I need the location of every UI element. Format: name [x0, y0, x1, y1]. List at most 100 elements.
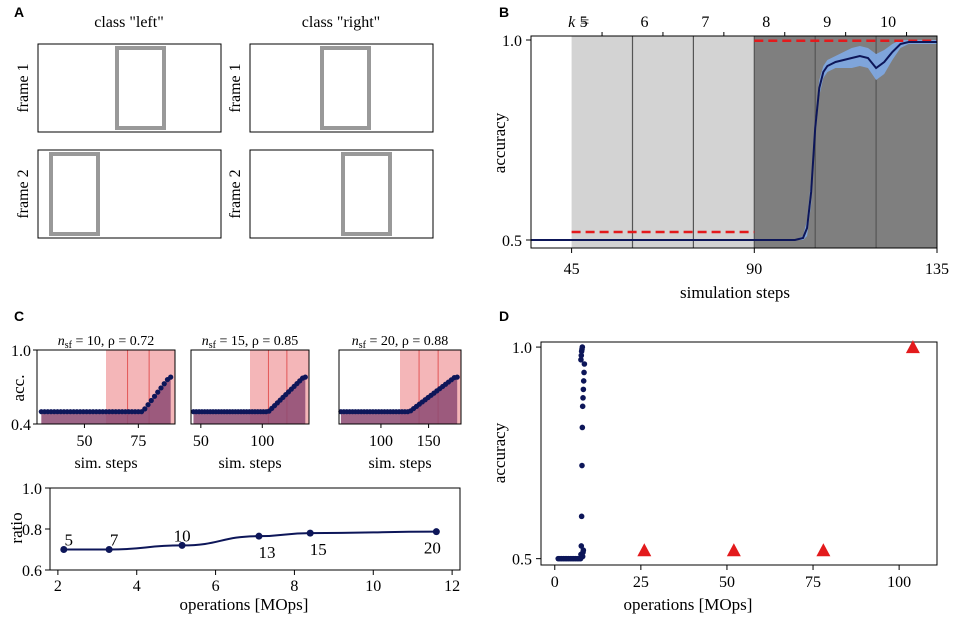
- d-dot-20: [580, 395, 586, 401]
- d-dot-26: [578, 352, 585, 359]
- panel-c-bottom-plot: 5 7 10 13 15 20 2 4 6 8 10 12 0.6 0.8 1.0: [22, 481, 461, 595]
- panel-d: D 0 25 50 75 100 0.5 1.0 accuracy operations […: [490, 308, 938, 614]
- c-dot-0-32: [142, 406, 148, 412]
- frame-right-1: [249, 43, 434, 133]
- cb-point-label-5: 20: [424, 539, 441, 558]
- c-xtick-label-2-0: 100: [369, 433, 393, 450]
- class-left-title: class "left": [94, 14, 163, 31]
- panel-c-bottom-ylabel: ratio: [7, 512, 26, 543]
- c-frame-2: [338, 349, 462, 425]
- panel-b-label: B: [499, 4, 509, 20]
- b-mean-line: [531, 41, 937, 241]
- c-frame-1: [190, 349, 310, 425]
- c-xtick-label-1-0: 50: [193, 433, 209, 450]
- panel-b-plot: 45 90 135 0.5 1.0 k =5 6 7 8 9 10: [502, 14, 949, 278]
- d-dot-25: [578, 356, 584, 363]
- d-dot-23: [581, 369, 587, 376]
- c-ytick-label-1: 1.0: [11, 343, 31, 360]
- c-dot-0-35: [151, 393, 158, 399]
- c-ytick-label-0: 0.4: [11, 417, 31, 434]
- c-xlabel-2: sim. steps: [368, 455, 431, 472]
- cb-point-label-4: 15: [310, 540, 327, 559]
- cb-ytick-label-2: 1.0: [22, 481, 42, 498]
- cb-point-label-3: 13: [258, 543, 275, 562]
- c-title-2: nsf = 20, ρ = 0.88: [352, 334, 449, 351]
- c-xtick-label-2-1: 150: [417, 433, 441, 450]
- cb-point-3: [255, 532, 263, 540]
- cb-ytick-label-1: 0.8: [22, 522, 42, 539]
- panel-b: B 45 90 135 0.5 1.0 k =5 6 7 8 9 10 accuracy simul…: [490, 4, 949, 302]
- d-triangle-1: [726, 543, 741, 557]
- d-ytick-label-0: 0.5: [512, 552, 532, 569]
- d-xtick-label-0: 0: [551, 574, 559, 591]
- d-xtick-label-1: 25: [633, 574, 649, 591]
- d-dot-29: [579, 344, 586, 350]
- cb-point-2: [178, 541, 186, 549]
- d-dot-18: [579, 424, 586, 431]
- frame-left-1: [37, 43, 222, 133]
- row-label-frame1-right: frame 1: [227, 63, 244, 112]
- cb-xtick-label-2: 6: [212, 578, 220, 595]
- panel-c-top-plots: nsf = 10, ρ = 0.72 50 75 sim. steps 0.4 1.0 ns…: [11, 334, 462, 472]
- b-k-value-0: 5: [580, 14, 588, 31]
- c-xlabel-0: sim. steps: [74, 455, 137, 472]
- cb-xtick-label-0: 2: [54, 578, 62, 595]
- b-ytick-label-1: 1.0: [502, 33, 522, 50]
- cb-point-5: [432, 528, 440, 536]
- c-xtick-label-1-1: 100: [250, 433, 274, 450]
- d-ytick-label-1: 1.0: [512, 340, 532, 357]
- c-xtick-label-0-1: 75: [130, 433, 146, 450]
- b-k-label: k =: [568, 14, 590, 31]
- b-k-value-4: 9: [823, 14, 831, 31]
- c-title-0: nsf = 10, ρ = 0.72: [58, 334, 155, 351]
- cb-point-0: [60, 546, 68, 553]
- cb-point-label-1: 7: [110, 531, 119, 550]
- object-left-2: [49, 152, 100, 236]
- b-k-value-1: 6: [641, 14, 649, 31]
- panel-c-bottom-xlabel: operations [MOps]: [180, 595, 309, 614]
- c-dot-0-40: [168, 374, 174, 380]
- class-right-title: class "right": [302, 14, 380, 31]
- d-triangle-2: [816, 543, 831, 557]
- b-xtick-label-0: 45: [564, 261, 580, 278]
- b-shade-light: [571, 36, 755, 248]
- cb-point-label-2: 10: [174, 526, 191, 545]
- b-ytick-label-0: 0.5: [502, 233, 522, 250]
- b-k-value-3: 8: [762, 14, 770, 31]
- c-dot-1-40: [302, 374, 308, 380]
- d-xtick-label-2: 50: [719, 574, 735, 591]
- object-right-1: [320, 46, 371, 130]
- d-dot-24: [581, 361, 588, 367]
- c-dot-0-37: [158, 385, 164, 391]
- cb-frame: [49, 487, 461, 571]
- d-dot-21: [580, 386, 587, 393]
- c-frame-0: [36, 349, 176, 425]
- panel-d-plot: 0 25 50 75 100 0.5 1.0: [512, 340, 938, 591]
- c-xlabel-1: sim. steps: [218, 455, 281, 472]
- d-dot-22: [580, 378, 587, 384]
- panel-d-label: D: [499, 308, 509, 324]
- c-title-1: nsf = 15, ρ = 0.85: [202, 334, 299, 351]
- c-dot-0-36: [155, 389, 161, 395]
- row-label-frame1-left: frame 1: [15, 63, 32, 112]
- row-label-frame2-right: frame 2: [227, 169, 244, 218]
- d-dot-32: [580, 547, 587, 553]
- cb-xtick-label-1: 4: [133, 578, 141, 595]
- panel-c-top-ylabel: acc.: [9, 375, 28, 402]
- d-dot-16: [578, 513, 585, 520]
- panel-a: A class "left" class "right" frame 1 fra…: [14, 4, 434, 239]
- d-dot-15: [578, 543, 585, 549]
- panel-a-label: A: [14, 4, 24, 20]
- d-xtick-label-4: 100: [887, 574, 911, 591]
- c-dot-0-34: [148, 397, 154, 404]
- panel-d-ylabel: accuracy: [490, 422, 509, 483]
- c-dot-0-38: [161, 381, 167, 387]
- cb-point-1: [105, 546, 113, 553]
- panel-c-label: C: [14, 308, 24, 324]
- d-triangle-3: [905, 340, 920, 354]
- panel-b-xlabel: simulation steps: [680, 283, 790, 302]
- object-left-1: [115, 46, 166, 130]
- cb-point-label-0: 5: [65, 531, 74, 550]
